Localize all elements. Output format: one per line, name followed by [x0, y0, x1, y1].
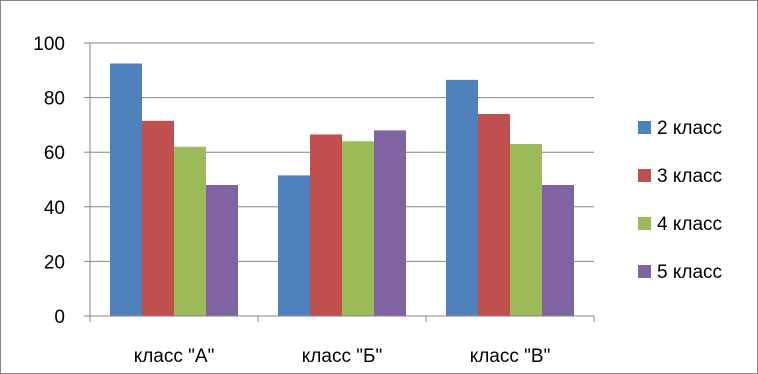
- bar: [374, 130, 406, 316]
- legend-label: 4 класс: [657, 214, 722, 235]
- bar: [174, 146, 206, 316]
- bar: [446, 79, 478, 316]
- bar: [310, 134, 342, 316]
- x-category-label: класс "Б": [302, 346, 382, 367]
- bar: [342, 141, 374, 316]
- y-tick-label: 0: [54, 307, 65, 328]
- x-category-label: класс "В": [470, 346, 551, 367]
- legend-label: 2 класс: [657, 118, 722, 139]
- bar: [478, 113, 510, 316]
- bar: [542, 184, 574, 316]
- legend-swatch: [638, 121, 651, 134]
- legend-label: 5 класс: [657, 262, 722, 283]
- y-tick-labels: 0 20 40 60 80 100: [33, 34, 65, 328]
- bar: [278, 175, 310, 316]
- legend: 2 класс 3 класс 4 класс 5 класс: [638, 118, 722, 283]
- y-tick-label: 100: [33, 34, 65, 55]
- y-tick-label: 60: [44, 143, 65, 164]
- bars: [110, 63, 574, 317]
- bar: [206, 184, 238, 316]
- y-tick-label: 80: [44, 89, 65, 110]
- legend-swatch: [638, 217, 651, 230]
- bar: [110, 63, 142, 316]
- legend-label: 3 класс: [657, 166, 722, 187]
- legend-swatch: [638, 265, 651, 278]
- bar: [510, 144, 542, 316]
- x-category-labels: класс "А" класс "Б" класс "В": [134, 346, 551, 367]
- x-category-label: класс "А": [134, 346, 215, 367]
- legend-swatch: [638, 169, 651, 182]
- y-tick-label: 40: [44, 198, 65, 219]
- axes: [84, 42, 595, 322]
- bar: [142, 120, 174, 317]
- y-tick-label: 20: [44, 252, 65, 273]
